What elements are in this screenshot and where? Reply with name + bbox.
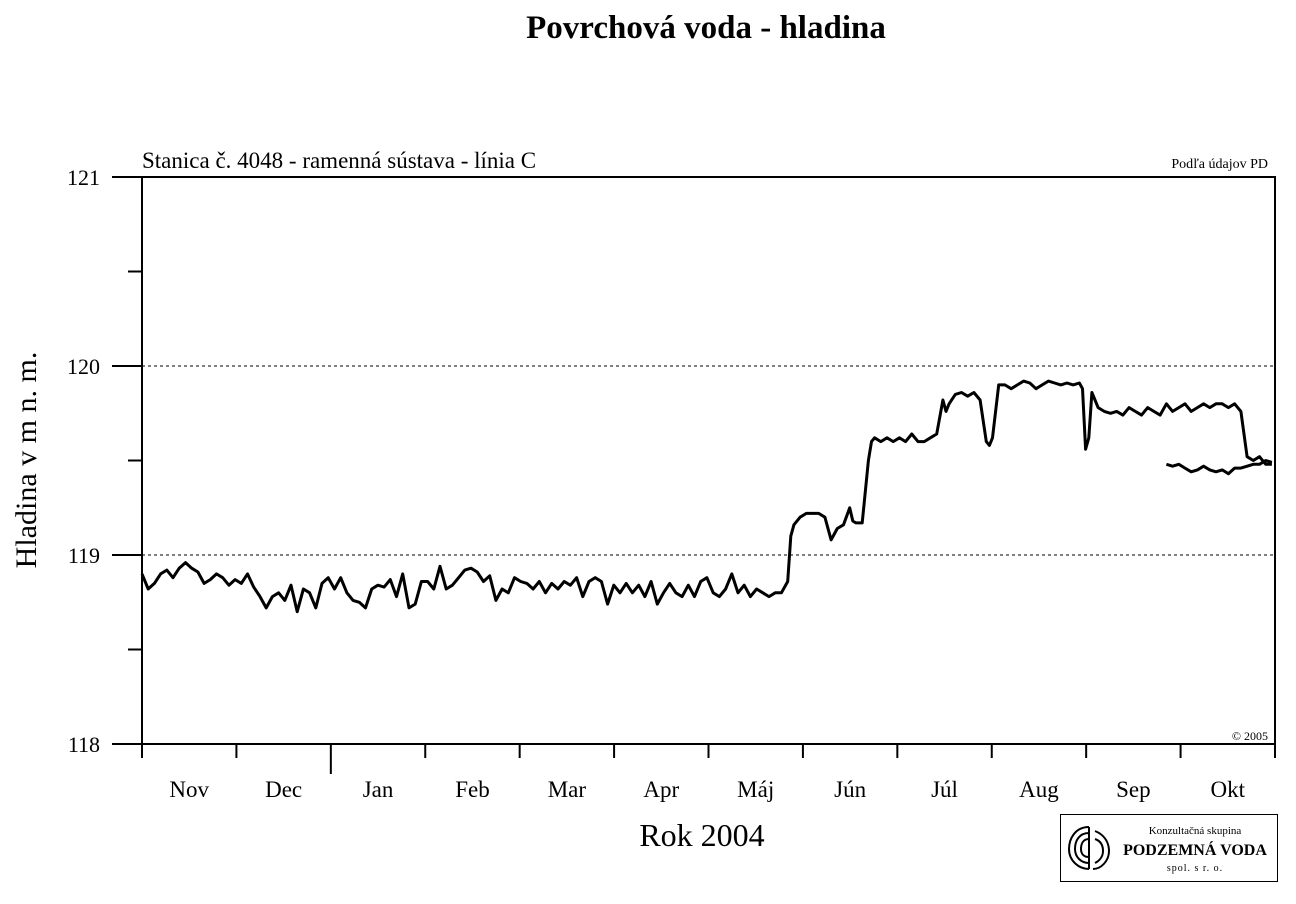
x-tick-label: Dec — [265, 777, 302, 802]
x-tick-label: Máj — [737, 777, 774, 802]
logo-line-1: Konzultačná skupina — [1148, 825, 1242, 837]
x-tick-label: Apr — [643, 777, 679, 802]
x-tick-label: Feb — [455, 777, 490, 802]
company-logo: Konzultačná skupina PODZEMNÁ VODA spol. … — [1060, 814, 1278, 882]
series — [140, 379, 1273, 614]
x-axis-label: Rok 2004 — [639, 817, 764, 853]
x-tick-label: Júl — [931, 777, 958, 802]
series-line — [1165, 459, 1273, 476]
main-title: Povrchová voda - hladina — [526, 10, 886, 46]
logo-spiral-icon — [1067, 826, 1111, 870]
tick-labels: 118 119 120 121 Nov Dec Jan Feb Mar Apr Máj Jún Júl A… — [67, 165, 1246, 802]
y-tick-label: 118 — [68, 732, 100, 757]
y-tick-label: 120 — [67, 354, 100, 379]
y-tick-label: 121 — [67, 165, 100, 190]
gridlines — [142, 365, 1275, 556]
x-tick-label: Okt — [1211, 777, 1246, 802]
y-axis-label: Hladina v m n. m. — [10, 352, 43, 569]
ticks — [112, 176, 1276, 774]
logo-line-2: PODZEMNÁ VODA — [1123, 842, 1267, 859]
logo-line-3: spol. s r. o. — [1166, 863, 1224, 874]
x-tick-label: Nov — [169, 777, 209, 802]
copyright: © 2005 — [1232, 729, 1268, 743]
x-tick-label: Aug — [1019, 777, 1059, 802]
source-note: Podľa údajov PD — [1171, 157, 1268, 172]
series-line — [140, 379, 1272, 614]
x-tick-label: Jan — [363, 777, 394, 802]
x-tick-label: Jún — [834, 777, 866, 802]
x-tick-label: Mar — [548, 777, 587, 802]
y-tick-label: 119 — [68, 543, 100, 568]
plot-frame — [141, 176, 1276, 745]
chart-subtitle: Stanica č. 4048 - ramenná sústava - líni… — [142, 148, 536, 173]
x-tick-label: Sep — [1116, 777, 1151, 802]
axes — [141, 176, 1276, 745]
